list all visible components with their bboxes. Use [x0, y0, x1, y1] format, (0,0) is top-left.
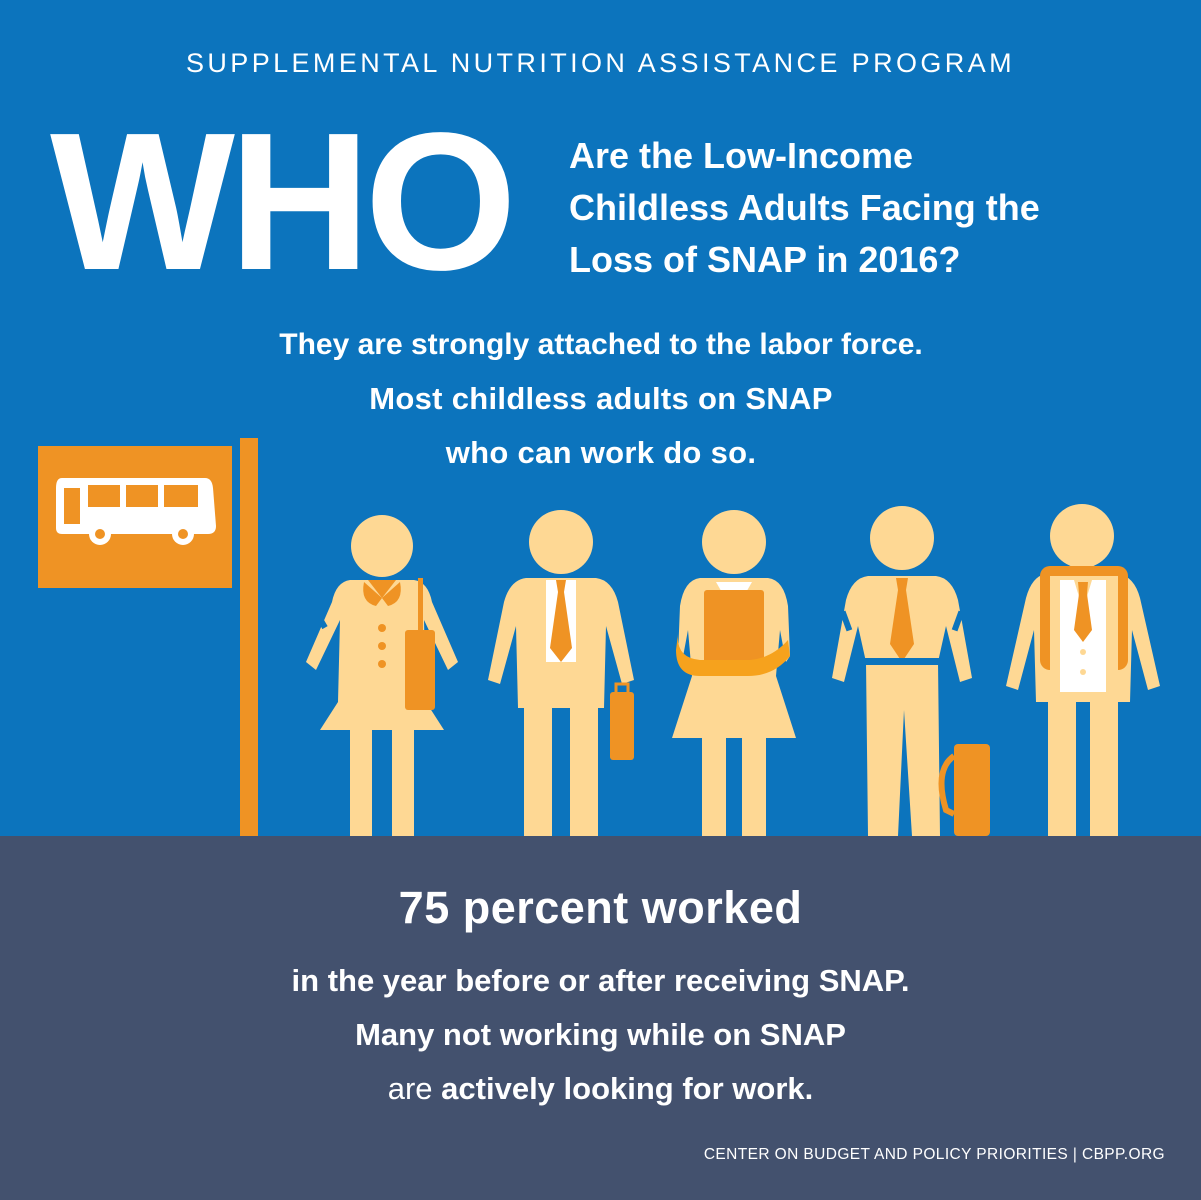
- stat-line-1: in the year before or after receiving SN…: [0, 954, 1201, 1008]
- source-credit: CENTER ON BUDGET AND POLICY PRIORITIES |…: [703, 1146, 1165, 1163]
- person-icon: [1006, 504, 1160, 836]
- waiting-workers-illustration: [38, 438, 1160, 836]
- stat-line-1-text: in the year before or after receiving SN…: [291, 963, 910, 998]
- lead-line-1: They are strongly attached to the labor …: [279, 328, 923, 361]
- statistic-block: 75 percent worked in the year before or …: [0, 880, 1201, 1116]
- person-icon: [488, 510, 634, 836]
- bus-icon: [56, 478, 216, 545]
- lead-text: They are strongly attached to the labor …: [0, 318, 1201, 480]
- stat-line-3: are actively looking for work.: [0, 1062, 1201, 1116]
- question-text: Are the Low-Income Childless Adults Faci…: [569, 130, 1169, 286]
- who-headline: WHO: [50, 92, 517, 311]
- question-line: Are the Low-Income: [569, 135, 914, 176]
- bus-stop-sign-icon: [38, 438, 258, 836]
- lead-line-3: who can work do so.: [445, 435, 757, 470]
- bottom-panel: [0, 836, 1201, 1200]
- program-kicker: SUPPLEMENTAL NUTRITION ASSISTANCE PROGRA…: [185, 48, 1015, 78]
- stat-line-2-text: Many not working while on SNAP: [355, 1017, 846, 1052]
- stat-line-2: Many not working while on SNAP: [0, 1008, 1201, 1062]
- question-line: Childless Adults Facing the: [569, 187, 1040, 228]
- stat-line-3-bold: actively looking for work.: [441, 1071, 814, 1106]
- person-icon: [672, 510, 796, 836]
- question-line: Loss of SNAP in 2016?: [569, 239, 961, 280]
- person-icon: [832, 506, 990, 836]
- stat-line-3-regular: are: [387, 1071, 433, 1106]
- lead-line-2: Most childless adults on SNAP: [369, 381, 833, 416]
- person-icon: [306, 515, 458, 836]
- stat-headline: 75 percent worked: [398, 882, 803, 933]
